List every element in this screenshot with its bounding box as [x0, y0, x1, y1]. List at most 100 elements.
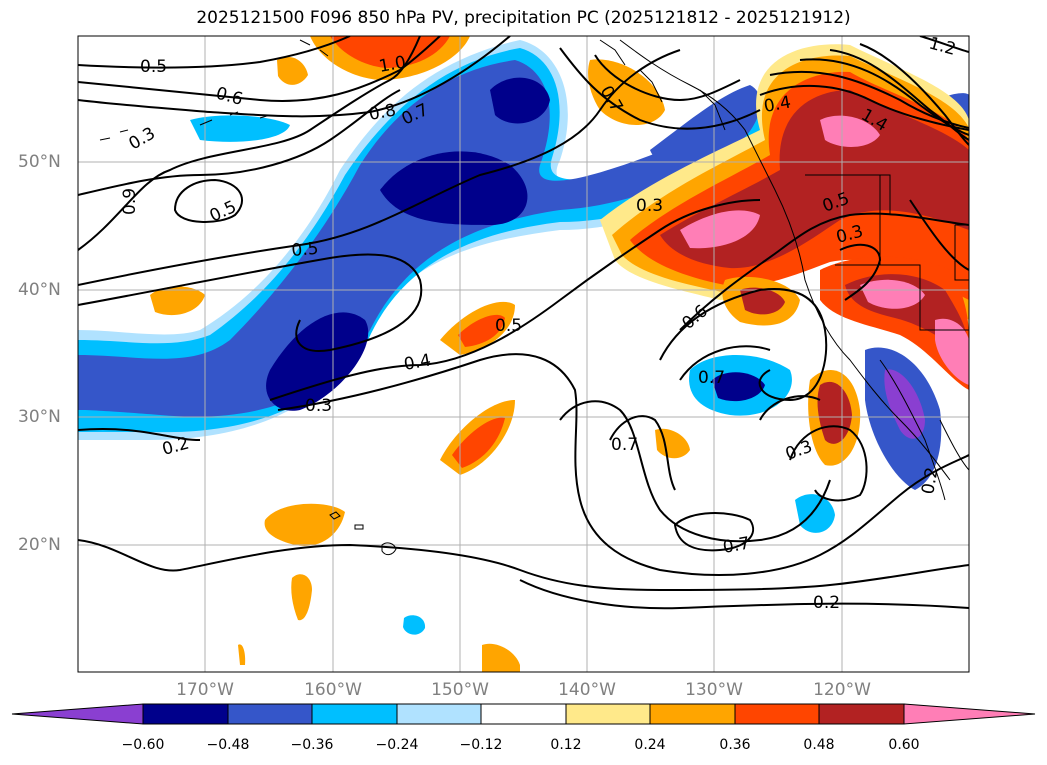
contour-label: 0.4: [402, 351, 432, 375]
colorbar-tick-label: −0.60: [121, 737, 165, 753]
lon-label-170w: 170°W: [176, 680, 234, 700]
contour-line: [78, 36, 421, 251]
plot-frame: [77, 35, 970, 673]
positive-sw-3: [482, 643, 520, 672]
contour-label: 0.8: [367, 101, 397, 125]
contour-line: [789, 425, 868, 502]
positive-small-west: [238, 644, 246, 665]
pv-contours: [78, 36, 969, 610]
colorbar-cell: [649, 703, 736, 725]
contour-line: [559, 400, 831, 543]
lat-label-50n: 50°N: [18, 152, 61, 172]
lon-label-150w: 150°W: [431, 680, 489, 700]
mainland-coast: [939, 419, 969, 471]
contour-label: 0.5: [140, 57, 167, 77]
contour-label: 0.3: [636, 196, 663, 216]
alaska-islands: [299, 39, 726, 131]
colorbar-tick-label: 0.60: [888, 737, 920, 753]
negative-band-mid: [78, 60, 748, 417]
colorbar-outline: [142, 703, 905, 725]
colorbar-tick-label: −0.48: [206, 737, 250, 753]
positive-north-top-3: [277, 56, 308, 85]
contour-label: 1.2: [927, 34, 958, 60]
lat-label-30n: 30°N: [18, 407, 61, 427]
positive-sw-2: [291, 574, 312, 621]
state-boundary: [835, 264, 969, 331]
contour-line: [277, 353, 969, 576]
positive-mid-1-core: [458, 314, 505, 347]
colorbar-extend-max: [903, 703, 1036, 725]
positive-east-small: [655, 428, 690, 459]
contour-line: [659, 288, 828, 402]
negative-patch-small-3: [190, 115, 290, 142]
contour-label: 0.5: [291, 239, 320, 261]
positive-coast-patch-core: [740, 287, 785, 315]
contour-line: [679, 345, 771, 381]
colorbar-cell: [480, 703, 567, 725]
contour-line: [859, 43, 969, 146]
contour-line: [78, 89, 401, 196]
contour-label: 0.4: [762, 93, 792, 117]
colorbar: [11, 703, 1036, 725]
colorbar-tick-label: −0.12: [459, 737, 503, 753]
positive-east-pink-2: [935, 318, 969, 385]
positive-north-top-1-core: [330, 36, 450, 68]
state-boundary: [954, 225, 969, 281]
contour-line: [78, 36, 351, 69]
aleutian-islands: [99, 111, 271, 141]
contour-label: 0.2: [918, 466, 942, 496]
positive-mid-2-core: [452, 417, 505, 468]
contour-line: [594, 54, 741, 102]
shading-layer: [78, 36, 969, 672]
baja-coast: [879, 359, 946, 501]
contour-label: 0.3: [783, 437, 815, 465]
contour-line: [78, 253, 423, 352]
colorbar-tick-label: −0.24: [375, 737, 419, 753]
contour-label: 0.7: [721, 534, 751, 558]
contour-line: [519, 579, 969, 610]
contour-label-layer: 0.5 0.6 0.8 0.7 0.5 0.5 0.9 0.5 0.3 0.4 …: [120, 34, 958, 613]
lon-label-130w: 130°W: [685, 680, 743, 700]
positive-northeast-pink-1: [680, 210, 760, 249]
contour-line: [919, 36, 969, 53]
contour-line: [78, 36, 441, 102]
contour-label: 0.2: [813, 593, 840, 613]
colorbar-cell: [142, 703, 229, 725]
contour-line: [909, 199, 969, 271]
negative-patch-small-2: [403, 615, 426, 635]
contour-line: [78, 36, 511, 118]
contour-line: [78, 49, 681, 286]
colorbar-cell: [396, 703, 482, 725]
negative-core-3: [490, 77, 550, 124]
contour-label: 0.6: [214, 84, 245, 110]
state-boundary: [805, 174, 891, 215]
contour-line: [78, 428, 201, 441]
positive-east-pink: [860, 279, 925, 309]
contour-label: 0.9: [120, 188, 140, 215]
negative-core-2: [266, 312, 369, 411]
colorbar-cell: [311, 703, 398, 725]
lon-label-160w: 160°W: [304, 680, 362, 700]
hawaii-islands: [329, 511, 397, 556]
colorbar-cell: [818, 703, 905, 725]
contour-line: [269, 199, 761, 401]
contour-line: [673, 512, 755, 552]
contour-line: [679, 212, 969, 331]
colorbar-tick-label: 0.36: [719, 737, 751, 753]
map-title: 2025121500 F096 850 hPa PV, precipitatio…: [196, 8, 851, 28]
colorbar-tick-label: 0.12: [550, 737, 582, 753]
positive-north-top-2: [588, 59, 665, 125]
contour-line: [609, 415, 676, 491]
colorbar-extend-min: [11, 703, 144, 725]
colorbar-tick-label: −0.36: [290, 737, 334, 753]
contour-label: 0.7: [611, 435, 638, 455]
lat-label-20n: 20°N: [18, 535, 61, 555]
contour-label: 0.3: [126, 123, 159, 154]
contour-label: 1.0: [377, 53, 407, 77]
positive-sw-1: [264, 503, 345, 546]
negative-patch-small-1: [795, 494, 835, 533]
contour-line: [78, 539, 969, 592]
positive-northeast-pink-2: [820, 115, 880, 147]
colorbar-tick-label: 0.24: [634, 737, 666, 753]
contour-line: [759, 85, 969, 131]
